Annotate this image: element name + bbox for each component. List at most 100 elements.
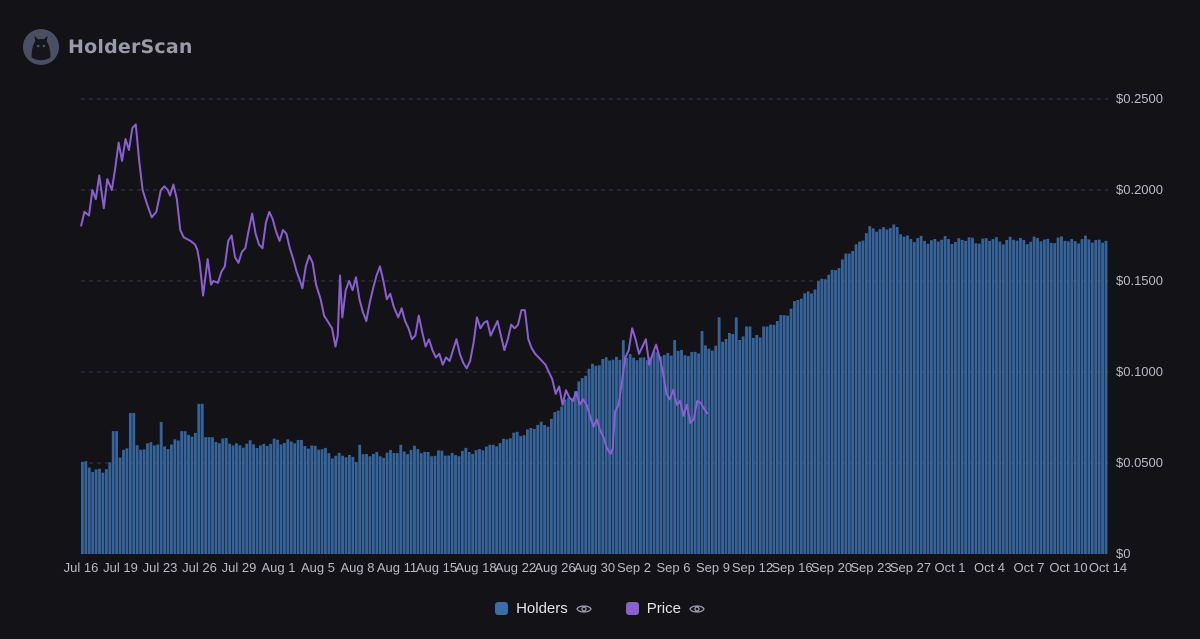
holders-bar [974, 243, 978, 554]
holders-bar [450, 453, 454, 554]
holders-bar [796, 300, 800, 554]
holders-bar [286, 439, 290, 554]
holders-bar [337, 452, 341, 554]
holders-bar [170, 444, 173, 554]
holders-bar [536, 424, 540, 554]
holders-bar [457, 456, 461, 554]
holders-bar [193, 432, 197, 554]
holders-bar [289, 441, 293, 554]
holders-bar [686, 356, 690, 554]
holders-bar [704, 345, 707, 554]
holders-bar [248, 440, 252, 554]
holders-bar [645, 360, 649, 554]
holders-bar [960, 239, 964, 555]
holders-bar [519, 436, 523, 554]
legend: Holders Price [0, 600, 1200, 617]
holders-bar [430, 456, 434, 554]
holders-bar [899, 234, 902, 554]
holders-bar [909, 238, 913, 554]
holders-bar [844, 253, 848, 554]
holders-bar [1029, 241, 1033, 554]
holders-bar [765, 326, 769, 554]
brand: HolderScan [22, 28, 193, 66]
holders-bar [669, 355, 673, 554]
holders-bar [269, 443, 273, 554]
holders-bar [91, 471, 95, 554]
y-tick-label: $0.2500 [1116, 91, 1163, 106]
holders-bar [837, 268, 841, 554]
holders-bar [139, 449, 143, 554]
holders-bar [895, 226, 899, 554]
holders-bar [680, 349, 683, 554]
holders-bar [115, 431, 119, 554]
legend-item-price[interactable]: Price [625, 600, 705, 617]
holders-bar [786, 315, 790, 554]
holders-bar [447, 455, 451, 554]
y-tick-label: $0 [1116, 546, 1130, 561]
holders-bar [310, 445, 314, 554]
holders-bar [745, 326, 748, 554]
holders-bar [967, 237, 971, 554]
x-tick-label: Aug 8 [341, 560, 375, 575]
holders-bar [413, 445, 416, 554]
holders-bar [690, 352, 694, 554]
holders-bar [392, 452, 396, 554]
holders-bar [731, 334, 735, 554]
holders-bar [803, 293, 807, 554]
holders-bar [642, 357, 646, 554]
holders-bar [628, 354, 632, 554]
holders-bar [423, 451, 427, 554]
holders-bar [587, 368, 591, 554]
holders-bar [981, 238, 985, 554]
holders-bar [1084, 235, 1087, 555]
x-tick-label: Sep 9 [696, 560, 730, 575]
holders-bar [1025, 244, 1029, 554]
holders-bar [235, 443, 238, 554]
holders-bar [755, 334, 759, 554]
holders-bar [228, 443, 232, 554]
holders-bar [556, 410, 560, 554]
holders-bar [146, 443, 149, 554]
holders-bar [152, 445, 156, 554]
y-tick-label: $0.1500 [1116, 273, 1163, 288]
holders-bar [751, 337, 755, 554]
holders-bar [662, 354, 666, 554]
eye-icon[interactable] [576, 603, 592, 615]
holders-bar [714, 345, 718, 554]
holders-bar [820, 278, 824, 554]
holders-bar [543, 425, 546, 554]
holders-bar [1077, 243, 1081, 554]
x-tick-label: Sep 27 [890, 560, 931, 575]
holders-bar [546, 426, 550, 554]
holders-bar [577, 381, 581, 554]
holders-bar [851, 251, 855, 554]
holders-bar [573, 391, 577, 554]
holders-bar [782, 315, 786, 554]
holders-bar [813, 289, 817, 554]
holders-bar [618, 359, 622, 554]
holders-bar [187, 434, 190, 554]
holders-bar [1022, 239, 1026, 554]
holders-bar [238, 445, 242, 554]
holders-bar [762, 326, 766, 554]
holders-bar [481, 450, 485, 554]
x-tick-label: Oct 7 [1013, 560, 1044, 575]
legend-item-holders[interactable]: Holders [495, 600, 592, 617]
holders-bar [734, 317, 738, 554]
holders-bar [491, 444, 495, 554]
holders-bar [1097, 239, 1101, 554]
holders-bar [84, 461, 88, 554]
holders-bar [255, 448, 259, 554]
x-tick-label: Oct 4 [974, 560, 1005, 575]
holders-bar [834, 270, 837, 554]
holders-bar [539, 421, 543, 554]
holders-bar [1053, 243, 1057, 555]
holders-bar [409, 449, 413, 554]
holders-bar [683, 355, 687, 554]
holders-bar [361, 454, 365, 554]
holders-bar [104, 469, 108, 554]
holders-bar [971, 237, 974, 555]
eye-icon[interactable] [689, 603, 705, 615]
y-tick-label: $0.1000 [1116, 364, 1163, 379]
holders-bar [426, 452, 430, 554]
